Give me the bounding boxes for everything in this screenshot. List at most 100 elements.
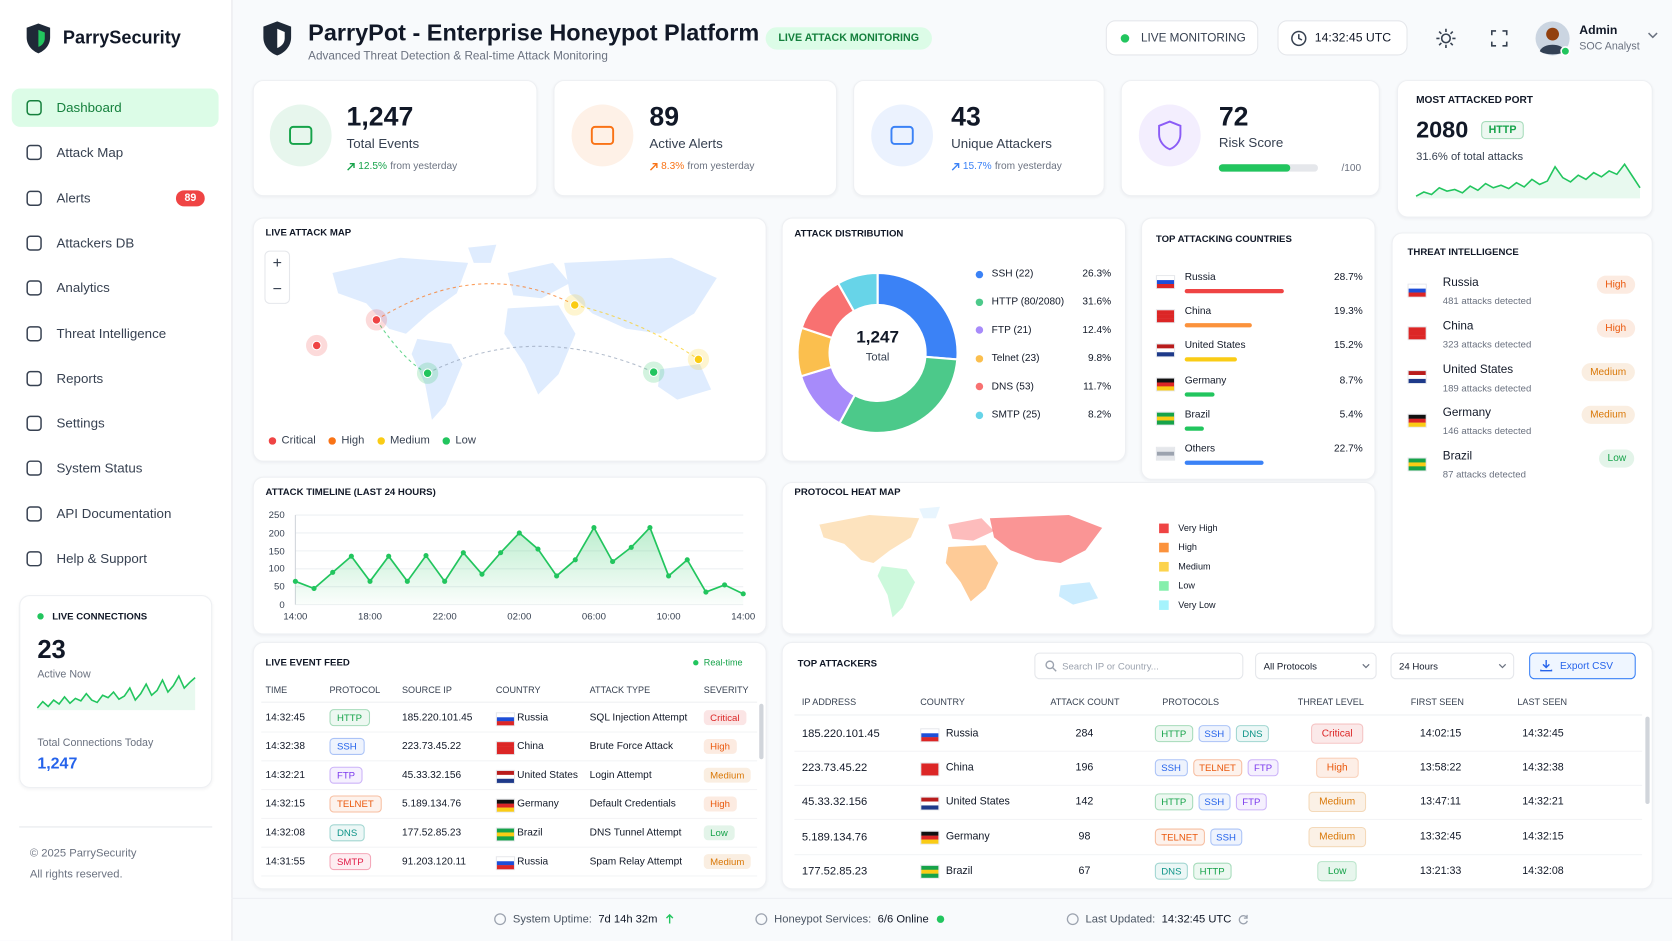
stat-value: 43 [951,101,981,132]
header-logo [263,21,292,56]
nav-icon [26,100,42,116]
flag-stripe [921,870,939,875]
nav-item[interactable]: Dashboard [56,100,122,116]
nav-item[interactable]: Attackers DB [56,235,135,251]
range-select[interactable] [1390,652,1515,680]
flag [495,798,516,813]
timeline-point [479,571,485,577]
nav-item[interactable]: System Status [56,461,143,476]
country-bar [1184,323,1252,328]
event-country: Russia [517,855,549,868]
attack-arc [574,304,699,360]
legend-swatch [1159,561,1169,572]
legend-label: Medium [389,433,430,447]
nav-item[interactable]: Threat Intelligence [56,325,167,341]
legend-label: SSH (22) [991,268,1034,280]
flag-stripe [921,767,939,772]
nav-item[interactable]: Alerts [56,190,91,206]
flag-stripe [921,805,939,810]
stat-icon [571,104,634,167]
timeline-point [292,578,298,584]
continent [945,545,999,602]
status-label: Honeypot Services: [774,912,872,926]
timeline-point [554,573,560,579]
nav-icon [26,460,42,477]
flag-stripe [1408,327,1426,332]
icon-part [890,125,914,145]
attack-count: 142 [1075,796,1094,809]
trend-arrow [951,162,960,171]
protocol-tag: SSH [1154,759,1188,777]
live-monitoring: LIVE MONITORING [1140,31,1246,45]
event-time: 14:32:21 [265,769,305,782]
icon-part [1362,663,1370,669]
attacker-ip: 45.33.32.156 [801,795,868,809]
country-value: 19.3% [1334,305,1363,318]
legend-label: High [341,433,365,447]
nav-item[interactable]: API Documentation [56,506,172,522]
flag-stripe [1408,422,1426,427]
last-seen: 14:32:38 [1522,762,1564,774]
search-placeholder: Search IP or Country... [1062,661,1159,672]
flag-stripe [921,770,939,776]
zoom-in[interactable]: + [272,254,282,273]
severity: High [703,796,737,812]
nav-item[interactable]: Help & Support [56,551,147,567]
status-label: Last Updated: [1085,912,1156,926]
flag-stripe [1408,284,1426,289]
first-seen: 13:32:45 [1419,830,1462,843]
legend-dot [328,436,336,445]
flag-stripe [1156,348,1175,353]
flag-stripe [1156,451,1175,456]
risk-icon [1138,104,1201,167]
nav-item[interactable]: Settings [56,415,105,431]
timeline-point [610,559,616,565]
icon-part [936,915,945,923]
search-input[interactable] [1034,652,1244,680]
attacker-country: Brazil [945,865,973,877]
attack-point [693,354,704,365]
country-name: Russia [1184,271,1216,284]
icon-part [26,145,42,161]
flag [1155,411,1176,426]
change-value: 8.3% [661,160,685,173]
legend-dot [442,436,451,445]
card-title: ATTACK DISTRIBUTION [794,228,904,239]
intel-name: Germany [1442,406,1491,420]
chevron [1498,663,1507,669]
row-rule [794,819,1643,821]
legend-dot [975,382,984,391]
nav-icon [26,145,42,161]
sparkline [1415,162,1641,199]
flag-stripe [496,807,514,812]
chevron [1362,663,1370,669]
protocol-select[interactable] [1255,652,1377,680]
threat-level: Medium [1581,406,1635,425]
timeline-point [535,546,541,552]
donut-chart [796,271,959,434]
flag-stripe [921,728,939,733]
flag-stripe [1156,378,1175,383]
flag-stripe [1156,382,1175,387]
timeline-point [647,525,653,531]
row-rule [794,750,1643,752]
status-rule [231,897,1672,899]
continent [819,515,920,564]
flag [495,711,516,726]
event-time: 14:32:15 [265,798,305,810]
nav-item[interactable]: Attack Map [56,145,124,161]
sparkline-line [1415,162,1641,197]
zoom-out[interactable]: − [272,279,282,299]
nav-item[interactable]: Analytics [56,280,110,296]
attack-point [648,367,659,377]
sparkline-area [1416,164,1641,199]
flag-stripe [496,741,514,746]
flag [1155,446,1176,461]
legend-dot [268,436,277,445]
status-dot [693,660,699,666]
protocol-tag: TELNET [329,795,382,813]
legend-item: Low [442,434,476,447]
nav-item[interactable]: Reports [56,370,104,386]
status-item: System Uptime: 7d 14h 32m [494,913,675,926]
